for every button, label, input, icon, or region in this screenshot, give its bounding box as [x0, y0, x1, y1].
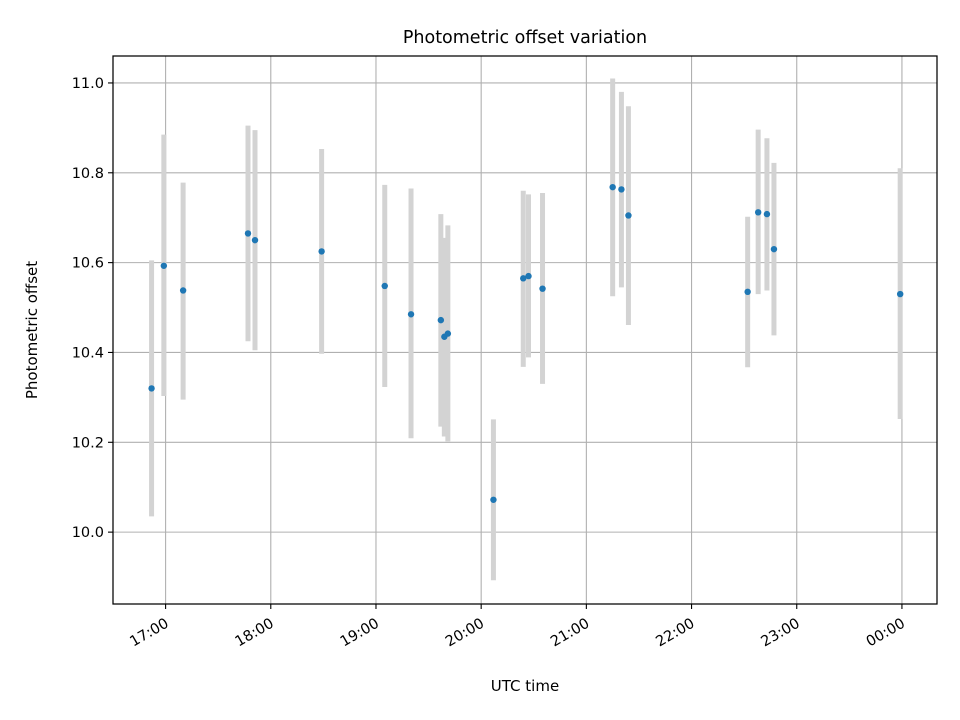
- y-tick-label: 10.0: [72, 525, 104, 541]
- data-point: [896, 290, 904, 298]
- data-point: [770, 245, 778, 253]
- data-point: [490, 496, 497, 503]
- chart-title: Photometric offset variation: [403, 28, 647, 48]
- data-point: [520, 275, 527, 282]
- y-axis-ticks: 10.0 10.2 10.4 10.6 10.8 11.0: [72, 76, 113, 541]
- data-point: [525, 272, 532, 280]
- data-point: [244, 230, 252, 237]
- y-tick-label: 10.8: [72, 166, 104, 182]
- data-point: [437, 316, 445, 324]
- data-point: [179, 287, 187, 294]
- y-tick-label: 11.0: [72, 76, 104, 92]
- data-point: [407, 311, 415, 318]
- y-tick-label: 10.4: [72, 345, 104, 361]
- data-point: [160, 262, 168, 269]
- data-point: [444, 330, 452, 337]
- y-tick-label: 10.2: [72, 435, 104, 451]
- data-point: [625, 212, 632, 219]
- data-point: [618, 186, 625, 193]
- data-point: [251, 236, 259, 244]
- data-point: [763, 210, 771, 218]
- data-point: [381, 282, 388, 290]
- data-point: [754, 209, 762, 216]
- data-point: [539, 285, 546, 292]
- data-point: [744, 288, 751, 296]
- y-tick-label: 10.6: [72, 256, 104, 272]
- data-point: [318, 248, 325, 255]
- x-axis-label: UTC time: [491, 677, 559, 695]
- data-point: [148, 385, 155, 392]
- data-point: [609, 183, 616, 191]
- data-points: [148, 183, 904, 503]
- plot-frame: [112, 55, 938, 605]
- y-axis-label: Photometric offset: [23, 261, 41, 399]
